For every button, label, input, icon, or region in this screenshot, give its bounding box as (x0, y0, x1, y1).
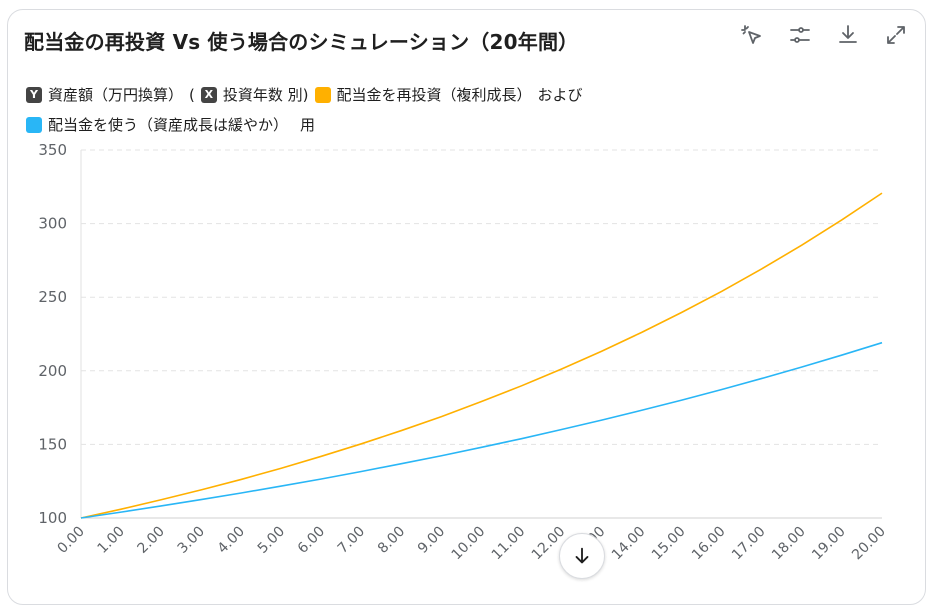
y-tick-label: 150 (38, 435, 67, 453)
x-tick-label: 6.00 (295, 524, 328, 557)
legend-for-text: 用 (300, 116, 316, 134)
legend-x-axis: X 投資年数 別) (200, 84, 309, 105)
x-tick-label: 8.00 (375, 524, 408, 557)
legend-series-spend[interactable]: 配当金を使う（資産成長は緩やか） (26, 114, 288, 135)
legend-row-1: Y 資産額（万円換算） ( X 投資年数 別) 配当金を再投資（複利成長） およ… (26, 84, 589, 105)
expand-icon[interactable] (883, 22, 909, 48)
download-icon[interactable] (835, 22, 861, 48)
chart-toolbar (739, 22, 909, 48)
x-tick-label: 20.00 (849, 524, 889, 564)
series-line-1 (80, 192, 883, 519)
y-tick-label: 200 (38, 362, 67, 380)
legend-row-2: 配当金を使う（資産成長は緩やか） 用 (26, 114, 321, 135)
series-spend-label: 配当金を使う（資産成長は緩やか） (48, 116, 289, 134)
scroll-down-button[interactable] (559, 533, 605, 579)
x-tick-label: 19.00 (809, 524, 849, 564)
series-spend-swatch (26, 116, 42, 133)
x-tick-label: 1.00 (95, 524, 128, 557)
x-tick-label: 16.00 (689, 524, 729, 564)
x-tick-label: 11.00 (489, 524, 529, 564)
y-tick-label: 300 (38, 215, 67, 233)
x-tick-label: 2.00 (135, 524, 168, 557)
x-badge: X (200, 86, 217, 103)
x-axis-label: 投資年数 別) (222, 86, 309, 104)
x-tick-label: 15.00 (649, 524, 689, 564)
x-tick-label: 14.00 (609, 524, 649, 564)
x-tick-label: 0.00 (54, 524, 87, 557)
arrow-down-icon (575, 547, 589, 564)
chart-title: 配当金の再投資 Vs 使う場合のシミュレーション（20年間） (24, 30, 579, 54)
x-tick-label: 3.00 (175, 524, 208, 557)
legend-paren: ( (189, 85, 195, 104)
x-tick-label: 17.00 (729, 524, 769, 564)
x-tick-label: 18.00 (769, 524, 809, 564)
y-badge: Y (26, 86, 42, 103)
series-line-2 (80, 341, 883, 519)
legend-and-text: および (537, 86, 583, 104)
y-tick-label: 250 (38, 288, 67, 306)
series-reinvest-swatch (314, 86, 331, 103)
y-tick-label: 350 (38, 141, 67, 159)
legend-y-axis: Y 資産額（万円換算） (26, 84, 183, 105)
x-tick-label: 5.00 (255, 524, 288, 557)
x-tick-label: 9.00 (415, 524, 448, 557)
x-tick-label: 10.00 (449, 524, 489, 564)
x-tick-label: 4.00 (215, 524, 248, 557)
sparkle-cursor-icon[interactable] (739, 22, 765, 48)
sliders-icon[interactable] (787, 22, 813, 48)
y-axis-label: 資産額（万円換算） (48, 86, 184, 104)
series-reinvest-label: 配当金を再投資（複利成長） (336, 86, 532, 104)
legend-series-reinvest[interactable]: 配当金を再投資（複利成長） (314, 84, 532, 105)
y-tick-label: 100 (38, 509, 67, 527)
x-tick-label: 7.00 (335, 524, 368, 557)
